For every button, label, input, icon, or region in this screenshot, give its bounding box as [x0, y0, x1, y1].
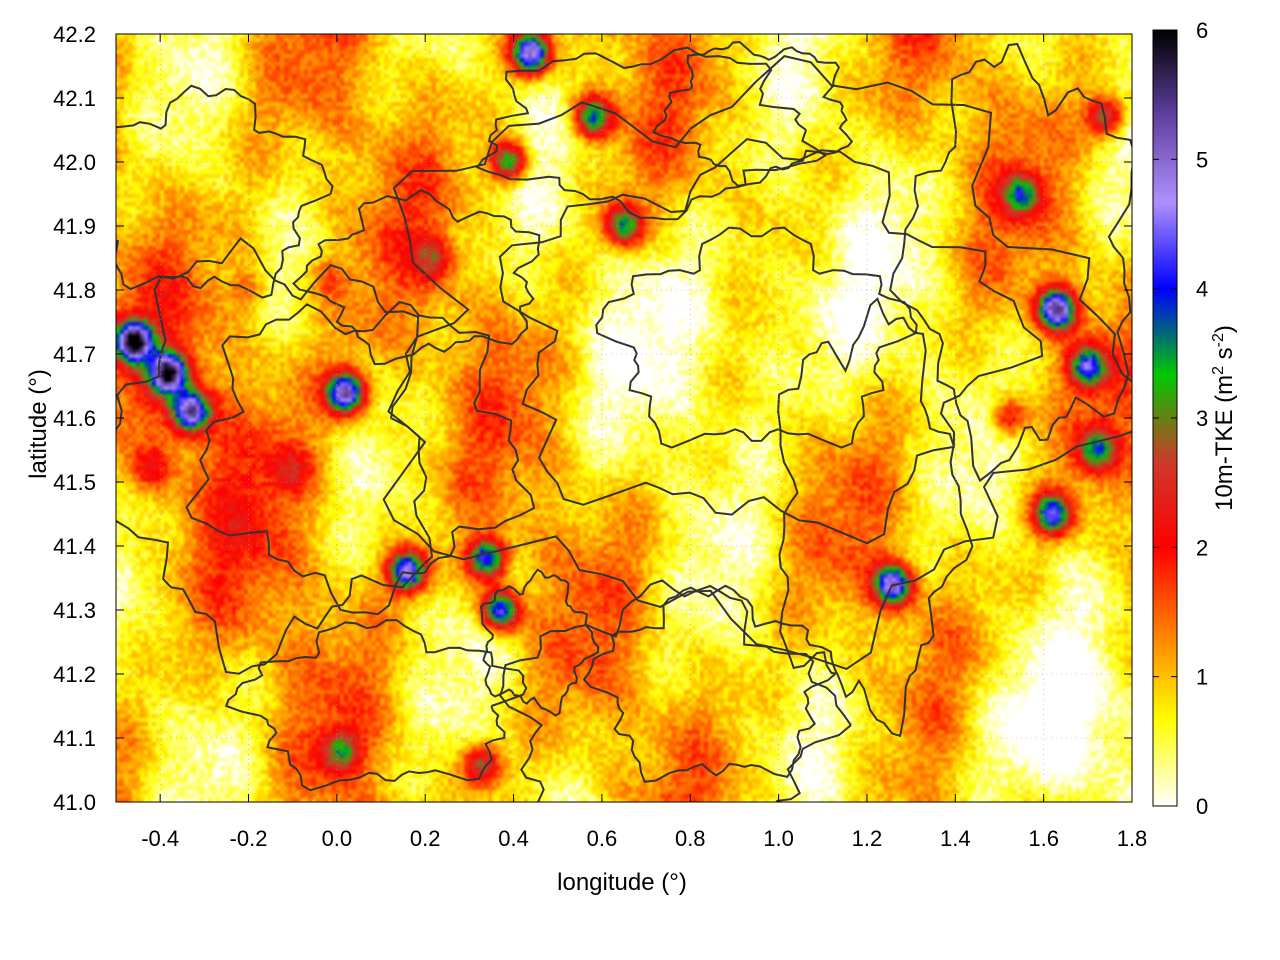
y-tick-label: 41.6: [53, 406, 96, 431]
x-tick-label: 1.8: [1117, 826, 1148, 851]
contour-line: [582, 584, 838, 783]
y-tick-label: 41.1: [53, 726, 96, 751]
x-tick-labels: -0.4 -0.2 0.0 0.2 0.4 0.6 0.8 1.0 1.2 1.4 1.6 1.8: [141, 826, 1147, 851]
colorbar-tick-label: 2: [1196, 535, 1208, 560]
y-tick-label: 42.2: [53, 22, 96, 47]
x-tick-label: 1.4: [940, 826, 971, 851]
contour-line: [499, 579, 852, 802]
colorbar: 0 1 2 3 4 5 6 10m-TKE (m2 s-2): [1152, 18, 1238, 819]
colorbar-ticks: 0 1 2 3 4 5 6: [1153, 18, 1208, 819]
contour-line: [595, 226, 918, 449]
colorbar-tick-label: 6: [1196, 18, 1208, 43]
plot-area: [115, 33, 1133, 803]
y-tick-label: 41.3: [53, 598, 96, 623]
contour-line: [185, 300, 536, 616]
y-tick-label: 41.8: [53, 278, 96, 303]
y-tick-label: 41.2: [53, 662, 96, 687]
tke-field: [116, 34, 1132, 802]
y-tick-label: 42.0: [53, 150, 96, 175]
x-tick-label: 0.2: [410, 826, 441, 851]
x-tick-label: -0.2: [230, 826, 268, 851]
colorbar-tick-label: 0: [1196, 794, 1208, 819]
x-axis-title: longitude (°): [557, 869, 687, 896]
contour-line: [292, 189, 541, 366]
y-tick-label: 41.5: [53, 470, 96, 495]
y-tick-label: 41.9: [53, 214, 96, 239]
x-tick-label: -0.4: [141, 826, 179, 851]
y-tick-labels: 41.0 41.1 41.2 41.3 41.4 41.5 41.6 41.7 41.8 41.9…: [53, 22, 96, 815]
contour-line: [479, 568, 600, 717]
contour-line: [652, 41, 854, 187]
contour-line: [498, 138, 1044, 545]
contour-line: [116, 84, 334, 299]
contour-line: [116, 236, 434, 675]
x-tick-label: 1.0: [763, 826, 794, 851]
x-tick-label: 0.8: [675, 826, 706, 851]
colorbar-title: 10m-TKE (m2 s-2): [1210, 325, 1238, 511]
x-tick-label: 1.6: [1028, 826, 1059, 851]
contour-line: [382, 55, 1132, 671]
contour-line: [475, 46, 828, 221]
colorbar-tick-label: 1: [1196, 665, 1208, 690]
colorbar-tick-label: 5: [1196, 147, 1208, 172]
colorbar-tick-label: 3: [1196, 406, 1208, 431]
contour-line: [889, 42, 1132, 483]
x-tick-label: 0.4: [498, 826, 529, 851]
colorbar-tick-label: 4: [1196, 277, 1208, 302]
axis-ticks: [116, 33, 1133, 803]
y-tick-label: 41.4: [53, 534, 96, 559]
contour-line: [777, 297, 974, 738]
x-tick-label: 1.2: [852, 826, 883, 851]
y-tick-label: 41.0: [53, 790, 96, 815]
x-tick-label: 0.6: [587, 826, 618, 851]
x-tick-label: 0.0: [322, 826, 353, 851]
contour-line: [225, 619, 528, 792]
contour-lines: [116, 41, 1132, 802]
y-tick-label: 42.1: [53, 86, 96, 111]
y-tick-label: 41.7: [53, 342, 96, 367]
y-axis-title: latitude (°): [25, 369, 52, 479]
